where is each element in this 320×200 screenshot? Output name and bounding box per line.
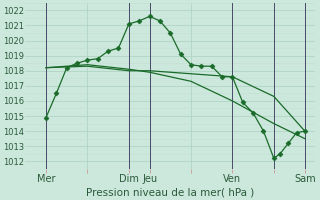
- X-axis label: Pression niveau de la mer( hPa ): Pression niveau de la mer( hPa ): [86, 187, 254, 197]
